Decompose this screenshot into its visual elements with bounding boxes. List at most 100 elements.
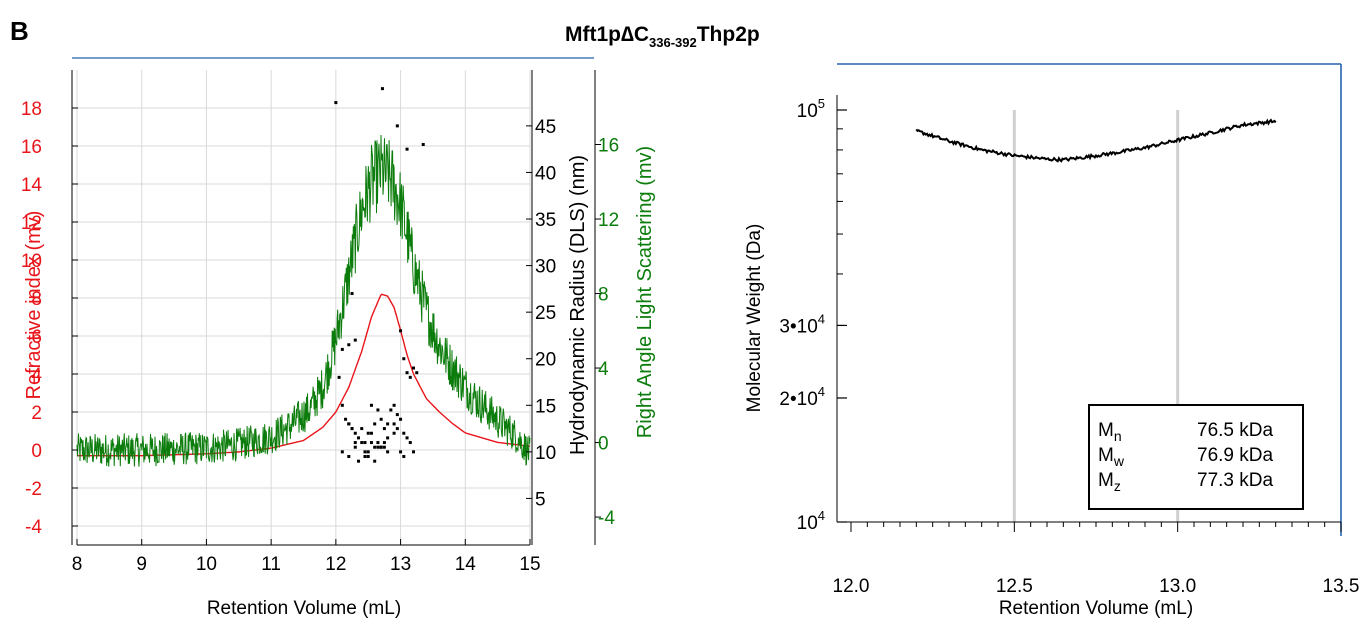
ri-tick-label-14: 14 bbox=[21, 175, 43, 196]
legend-sym-mz: M bbox=[1098, 470, 1114, 491]
y-tick-base-30000: 3•10 bbox=[779, 316, 817, 337]
ri-tick-label--4: -4 bbox=[25, 517, 42, 538]
chart-right-series bbox=[915, 118, 1277, 163]
dls-point-53 bbox=[402, 431, 406, 435]
legend-box bbox=[1088, 404, 1304, 510]
dls-point-16 bbox=[340, 450, 344, 454]
dls-point-14 bbox=[366, 431, 370, 435]
dls-point-54 bbox=[405, 436, 409, 440]
chart-left-axes: 8 9 10 11 12 13 14 15 -4 -2 0 2 4 6 8 10 12 14 16 18 5 10 15 20… bbox=[21, 70, 619, 575]
dls-point-66 bbox=[395, 124, 399, 128]
dls-point-22 bbox=[369, 431, 373, 435]
y-tick-exp-30000: 4 bbox=[818, 311, 825, 326]
rals-tick-label-0: 0 bbox=[598, 434, 609, 455]
dls-point-2 bbox=[353, 338, 357, 342]
dls-point-30 bbox=[353, 441, 357, 445]
dls-tick-label-45: 45 bbox=[535, 117, 556, 138]
dls-point-13 bbox=[363, 441, 367, 445]
legend-row-mz: Mz bbox=[1098, 470, 1121, 494]
dls-point-37 bbox=[382, 445, 386, 449]
dls-tick-label-35: 35 bbox=[535, 210, 556, 231]
y-tick-label-20000: 2•104 bbox=[779, 384, 825, 410]
figure-title-subscript: 336-392 bbox=[649, 35, 697, 50]
dls-tick-label-10: 10 bbox=[535, 443, 556, 464]
y-tick-label-10000: 104 bbox=[797, 508, 825, 534]
dls-point-42 bbox=[379, 417, 383, 421]
dls-point-60 bbox=[405, 371, 409, 375]
chart-left-grid bbox=[76, 70, 531, 545]
dls-point-59 bbox=[402, 357, 406, 361]
figure-title: Mft1p∆C336-392Thp2p bbox=[565, 23, 760, 50]
panel-label: B bbox=[10, 16, 29, 46]
dls-point-26 bbox=[382, 441, 386, 445]
molecular-weight-line bbox=[915, 118, 1277, 163]
dls-point-45 bbox=[389, 408, 393, 412]
dls-point-36 bbox=[379, 445, 383, 449]
chart-right-y-axis-label: Molecular Weight (Da) bbox=[744, 224, 765, 413]
dls-point-21 bbox=[366, 455, 370, 459]
legend-sub-mn: n bbox=[1114, 428, 1122, 444]
legend-sym-mn: M bbox=[1098, 420, 1114, 441]
dls-point-6 bbox=[340, 403, 344, 407]
dls-point-50 bbox=[392, 403, 396, 407]
x-tick-label-12.5: 12.5 bbox=[996, 576, 1033, 597]
dls-tick-label-40: 40 bbox=[535, 163, 556, 184]
x-tick-label-13: 13 bbox=[390, 554, 411, 575]
dls-point-32 bbox=[363, 455, 367, 459]
dls-point-17 bbox=[347, 455, 351, 459]
chart-left-series bbox=[76, 87, 531, 467]
y-tick-base-10000: 10 bbox=[797, 513, 818, 534]
dls-tick-label-30: 30 bbox=[535, 257, 556, 278]
y-tick-base-20000: 2•10 bbox=[779, 389, 817, 410]
legend-value-mn: 76.5 kDa bbox=[1197, 420, 1273, 441]
chart-left-rals-axis-label: Right Angle Light Scattering (mv) bbox=[634, 146, 656, 438]
dls-point-40 bbox=[373, 422, 377, 426]
ri-tick-label-6: 6 bbox=[31, 327, 42, 348]
dls-tick-label-25: 25 bbox=[535, 303, 556, 324]
rals-tick-label-4: 4 bbox=[598, 359, 609, 380]
y-tick-label-100000: 105 bbox=[797, 96, 825, 122]
dls-tick-label-15: 15 bbox=[535, 396, 556, 417]
ri-tick-label-16: 16 bbox=[21, 137, 42, 158]
dls-point-67 bbox=[405, 147, 409, 151]
dls-point-12 bbox=[360, 427, 364, 431]
dls-point-43 bbox=[382, 427, 386, 431]
legend-value-mw: 76.9 kDa bbox=[1197, 445, 1273, 466]
dls-point-19 bbox=[360, 441, 364, 445]
dls-point-20 bbox=[363, 450, 367, 454]
dls-point-18 bbox=[353, 445, 357, 449]
x-tick-label-12: 12 bbox=[325, 554, 346, 575]
dls-point-58 bbox=[399, 329, 403, 333]
dls-point-52 bbox=[399, 417, 403, 421]
x-tick-label-12.0: 12.0 bbox=[833, 576, 870, 597]
dls-point-27 bbox=[386, 450, 390, 454]
chart-left-dls-axis-label: Hydrodynamic Radius (DLS) (nm) bbox=[567, 155, 589, 455]
x-tick-label-11: 11 bbox=[261, 554, 281, 575]
dls-point-5 bbox=[337, 375, 341, 379]
dls-point-57 bbox=[392, 431, 396, 435]
x-tick-label-9: 9 bbox=[136, 554, 147, 575]
dls-point-3 bbox=[340, 347, 344, 351]
dls-point-31 bbox=[357, 459, 361, 463]
dls-point-33 bbox=[366, 450, 370, 454]
y-tick-exp-100000: 5 bbox=[818, 96, 825, 111]
dls-point-38 bbox=[386, 436, 390, 440]
dls-point-48 bbox=[399, 450, 403, 454]
legend-row-mw: Mw bbox=[1098, 445, 1125, 469]
ri-tick-label-2: 2 bbox=[31, 403, 42, 424]
y-tick-label-30000: 3•104 bbox=[779, 311, 825, 337]
rals-tick-label-16: 16 bbox=[598, 136, 619, 157]
figure-title-main: Mft1p∆C bbox=[565, 23, 649, 46]
ri-tick-label-18: 18 bbox=[21, 99, 42, 120]
chart-left-ri-axis-label: Refractive index (mv) bbox=[23, 211, 45, 400]
legend-sub-mz: z bbox=[1114, 478, 1121, 494]
x-tick-label-13.0: 13.0 bbox=[1159, 576, 1196, 597]
x-tick-label-13.5: 13.5 bbox=[1323, 576, 1360, 597]
dls-point-62 bbox=[412, 366, 416, 370]
dls-point-61 bbox=[408, 375, 412, 379]
x-tick-label-10: 10 bbox=[196, 554, 217, 575]
ri-tick-label-4: 4 bbox=[31, 365, 42, 386]
y-tick-base-100000: 10 bbox=[797, 101, 818, 122]
